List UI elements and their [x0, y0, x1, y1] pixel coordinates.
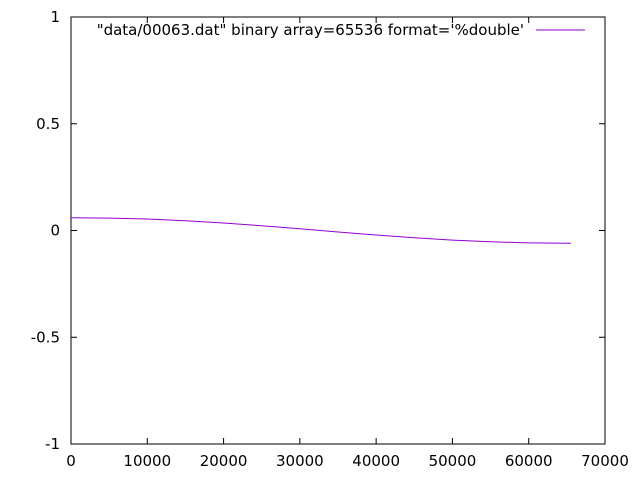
- y-tick-label: 0: [50, 222, 60, 240]
- axis-ticks: [70, 16, 606, 445]
- series-line: [70, 217, 571, 244]
- axis-tick-labels: 0 10000 20000 30000 40000 50000 60000 70000 -1 -0…: [31, 8, 629, 470]
- y-tick-label: 1: [50, 8, 60, 26]
- x-tick-label: 60000: [505, 452, 553, 470]
- y-tick-label: -0.5: [31, 328, 60, 346]
- x-tick-label: 20000: [200, 452, 248, 470]
- y-tick-label: 0.5: [36, 115, 60, 133]
- plot-frame: [70, 16, 606, 445]
- legend: "data/00063.dat" binary array=65536 form…: [97, 21, 585, 39]
- x-tick-label: 70000: [581, 452, 629, 470]
- x-tick-label: 10000: [123, 452, 171, 470]
- x-tick-label: 30000: [276, 452, 324, 470]
- x-tick-label: 40000: [352, 452, 400, 470]
- y-tick-label: -1: [45, 435, 60, 453]
- x-tick-label: 0: [66, 452, 76, 470]
- x-tick-label: 50000: [429, 452, 477, 470]
- series-layer: [70, 217, 571, 244]
- legend-label: "data/00063.dat" binary array=65536 form…: [97, 21, 524, 39]
